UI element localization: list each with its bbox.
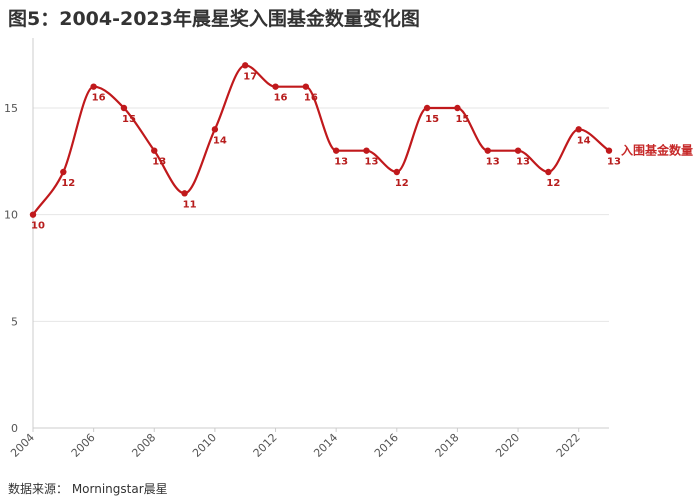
data-point <box>605 147 613 154</box>
data-point <box>90 83 97 90</box>
data-point <box>120 104 128 112</box>
x-tick-label: 2018 <box>433 431 462 460</box>
x-tick-label: 2014 <box>311 431 340 460</box>
x-tick-label: 2020 <box>493 431 522 460</box>
x-tick-label: 2006 <box>69 431 98 460</box>
data-label: 13 <box>486 157 500 168</box>
data-point <box>29 211 37 218</box>
chart-title: 图5：2004-2023年晨星奖入围基金数量变化图 <box>8 8 420 30</box>
data-label: 12 <box>395 178 409 189</box>
y-tick-label: 15 <box>4 102 18 115</box>
data-point <box>423 104 431 112</box>
data-point <box>514 147 522 154</box>
x-tick-label: 2004 <box>8 431 37 460</box>
data-point <box>211 126 219 133</box>
data-label: 12 <box>546 178 560 189</box>
data-label: 14 <box>213 135 227 146</box>
x-tick-label: 2010 <box>190 431 219 460</box>
data-label: 12 <box>61 178 75 189</box>
data-point <box>575 126 582 133</box>
data-point <box>363 147 370 154</box>
y-tick-label: 10 <box>4 209 18 222</box>
data-point <box>181 190 188 197</box>
data-points <box>29 62 613 218</box>
data-point <box>545 168 552 176</box>
data-label: 16 <box>304 93 318 104</box>
series-label: 入围基金数量 <box>621 143 693 158</box>
data-label: 13 <box>365 157 379 168</box>
data-point <box>272 83 279 90</box>
source-note: 数据来源： Morningstar晨星 <box>8 482 168 496</box>
series-line-layer <box>32 64 610 216</box>
data-label: 13 <box>516 157 530 168</box>
data-point <box>242 62 249 69</box>
series-line <box>32 64 610 216</box>
x-tick-label: 2022 <box>554 431 583 460</box>
data-label: 15 <box>455 114 469 125</box>
x-tick-label: 2008 <box>129 431 158 460</box>
data-point <box>393 168 400 176</box>
data-point <box>454 104 461 112</box>
data-label: 13 <box>607 157 621 168</box>
data-labels: 10 12 16 15 13 11 14 17 16 16 13 13 12 15 15 13 13 12 14 13… <box>31 71 693 231</box>
data-label: 15 <box>122 114 136 125</box>
data-label: 13 <box>334 157 348 168</box>
x-tick-label: 2016 <box>372 431 401 460</box>
data-point <box>151 147 158 154</box>
data-label: 10 <box>31 221 45 232</box>
data-point <box>60 168 67 176</box>
y-tick-label: 0 <box>11 422 18 435</box>
data-label: 15 <box>425 114 439 125</box>
gridlines <box>33 107 609 322</box>
data-label: 13 <box>152 157 166 168</box>
data-label: 17 <box>243 71 257 82</box>
x-tick-label: 2012 <box>251 431 280 460</box>
data-label: 14 <box>577 135 591 146</box>
data-label: 16 <box>274 93 288 104</box>
data-point <box>302 83 310 90</box>
data-label: 16 <box>92 93 106 104</box>
data-label: 11 <box>183 199 197 210</box>
y-tick-label: 5 <box>11 315 18 328</box>
data-point <box>332 147 340 154</box>
data-point <box>484 147 491 154</box>
